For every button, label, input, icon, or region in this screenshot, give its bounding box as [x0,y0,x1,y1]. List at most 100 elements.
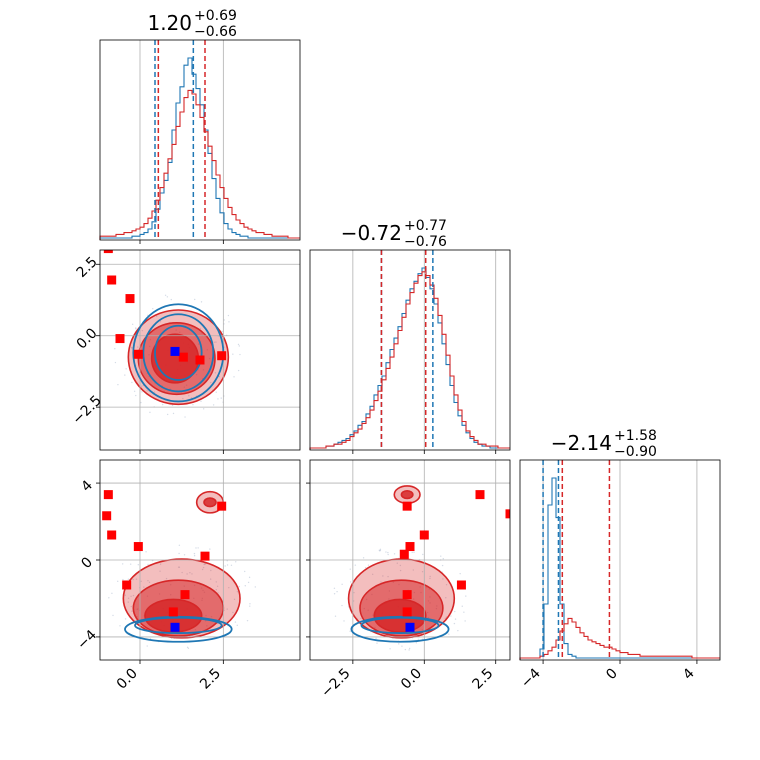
sample-point [114,361,117,364]
sample-point [336,590,338,593]
marker-red [87,581,96,590]
sample-point [379,548,382,551]
panel-title-0: 1.20 +0.69−0.66 [147,8,237,40]
sample-point [234,621,237,623]
sample-point [442,578,444,580]
sample-point [408,649,410,651]
sample-point [129,563,132,565]
sample-point [170,298,172,301]
sample-point [238,345,241,347]
sample-point [254,586,257,588]
sample-point [247,581,250,584]
panel-frame [309,459,511,661]
sample-point [153,391,156,393]
sample-point [378,549,381,551]
sample-point [393,553,396,555]
sample-point [165,577,168,580]
sample-point [235,561,237,563]
sample-point [228,586,230,589]
sample-point [333,587,336,589]
sample-point [226,560,228,562]
sample-point [412,569,415,571]
sample-point [333,593,336,595]
sample-point [112,614,114,617]
sample-point [236,590,239,593]
sample-point [212,404,215,406]
marker-red [178,352,188,362]
sample-point [149,411,151,414]
sample-point [161,403,164,406]
y-tick-label: 2.5 [74,254,101,281]
sample-point [440,555,442,557]
sample-point [389,648,391,650]
sample-point [187,647,190,649]
sample-point [224,565,226,567]
sample-point [166,296,169,298]
sample-point [401,645,403,647]
sample-point [141,329,144,332]
sample-point [209,381,212,384]
sample-point [387,575,389,578]
panel-title-1: −0.72 +0.77−0.76 [341,218,447,250]
sample-point [190,397,193,399]
sample-point [192,403,194,406]
sample-point [362,557,365,559]
sample-point [408,647,411,650]
sample-point [454,610,456,613]
sample-point [385,551,387,553]
panel-frame [99,459,301,661]
sample-point [226,564,229,566]
contour-blue [154,324,203,381]
sample-point [387,551,389,554]
sample-point [148,581,151,584]
marker-red [168,607,178,617]
sample-point [124,594,126,596]
sample-point [132,594,135,597]
sample-point [213,341,215,343]
sample-point [459,572,461,575]
marker-red [133,349,143,359]
sample-point [201,568,204,571]
x-tick-label: −2.5 [318,666,353,701]
sample-point [131,323,134,325]
sample-point [184,416,186,418]
title-value: 1.20 [147,11,192,35]
panel-frame [309,249,511,451]
sample-point [244,585,246,587]
x-tick-label: 0 [603,666,621,684]
title-value: −0.72 [341,221,402,245]
contour-blue [134,616,223,634]
sample-point [228,321,230,323]
marker-red [133,542,143,552]
data-layer [87,40,720,660]
sample-point [441,564,444,567]
sample-point [156,315,158,318]
sample-point [364,567,367,569]
sample-point [135,394,137,397]
sample-point [191,573,193,575]
sample-point [127,597,130,599]
x-tick-label: 0.0 [398,666,425,693]
sample-point [445,597,447,599]
sample-point [159,321,162,323]
sample-point [349,630,351,633]
title-minus: −0.66 [194,24,237,40]
sample-point [209,578,212,580]
title-plus: +0.69 [194,8,237,24]
marker-red [103,250,113,254]
sample-point [399,564,402,567]
x-tick-label: −4 [518,665,544,691]
x-tick-label: 2.5 [469,666,496,693]
contour-blue [360,616,440,634]
sample-point [457,629,459,632]
sample-point [217,398,219,400]
sample-point [450,615,452,617]
panel-frame [99,39,301,241]
sample-point [230,564,233,566]
sample-point [341,583,343,585]
sample-point [442,558,444,560]
sample-point [194,298,196,301]
marker-red [122,580,132,590]
sample-point [232,611,234,614]
sample-point [124,374,126,376]
